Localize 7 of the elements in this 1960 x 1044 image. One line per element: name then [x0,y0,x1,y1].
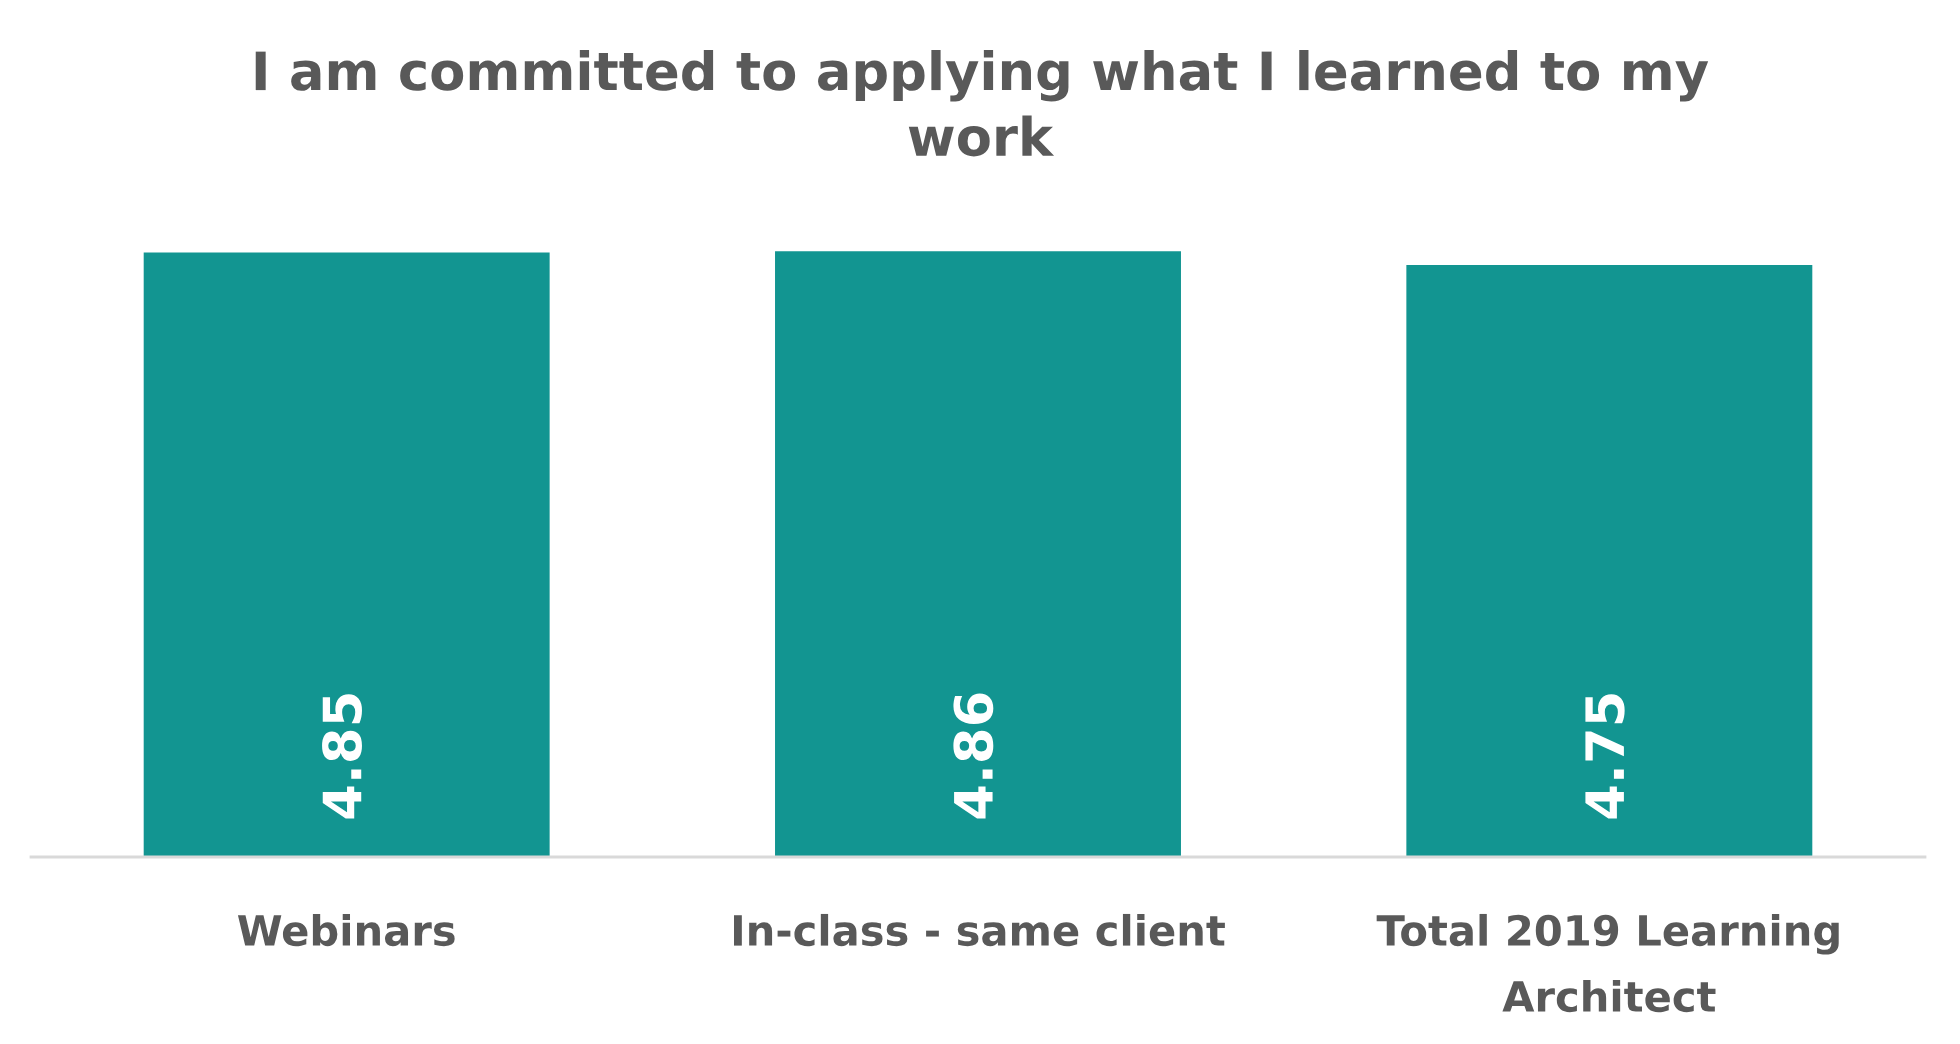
x-tick-label: Webinars [237,913,455,947]
data-label: 4.85 [322,694,362,819]
x-tick-label: Total 2019 Learning Architect [1376,913,1839,1013]
data-label: 4.75 [1585,694,1625,819]
x-tick-label: In-class - same client [734,913,1225,947]
chart-title: I am committed to applying what I learned to my work [255,50,1709,157]
data-label: 4.86 [953,693,994,819]
